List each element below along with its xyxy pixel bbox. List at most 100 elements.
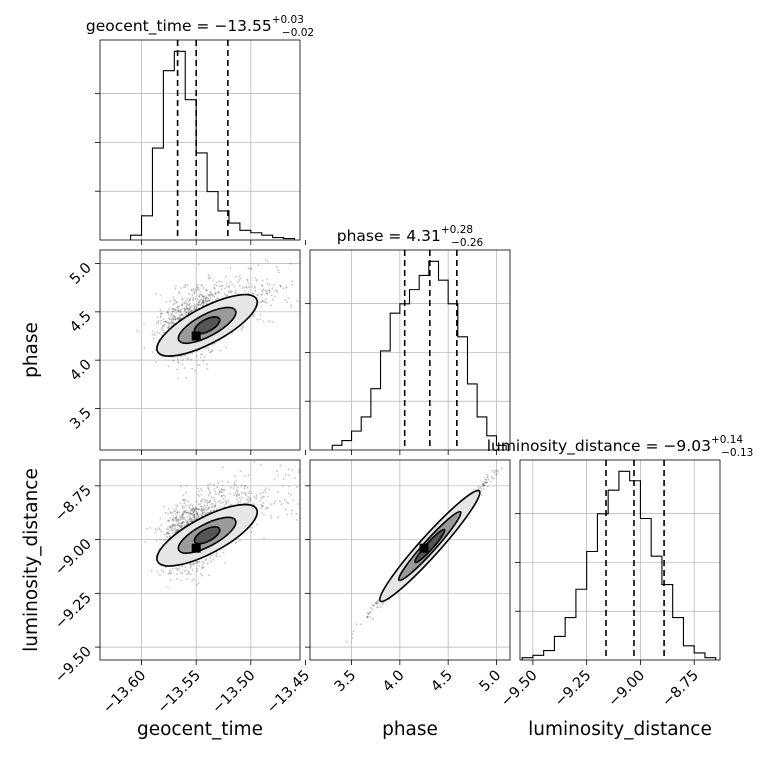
scatter-geocent_time-phase-point: [187, 357, 190, 360]
scatter-geocent_time-phase-point: [189, 305, 191, 308]
scatter-geocent_time-phase-point: [174, 318, 177, 320]
scatter-geocent_time-luminosity_distance-point: [169, 536, 171, 538]
scatter-geocent_time-phase-point: [230, 281, 232, 283]
scatter-geocent_time-phase-point: [187, 311, 190, 314]
scatter-geocent_time-luminosity_distance-point: [247, 492, 250, 495]
scatter-geocent_time-phase-point: [166, 311, 169, 314]
scatter-geocent_time-phase-point: [186, 358, 189, 361]
scatter-geocent_time-luminosity_distance-point: [249, 498, 251, 501]
xtick-label-geocent_time-1: −13.55: [155, 668, 204, 717]
scatter-geocent_time-luminosity_distance-point: [190, 565, 192, 568]
scatter-geocent_time-luminosity_distance-point: [178, 567, 181, 570]
scatter-geocent_time-phase-point: [177, 307, 180, 310]
scatter-geocent_time-phase-point: [211, 295, 214, 297]
scatter-geocent_time-phase-point: [229, 291, 232, 294]
scatter-geocent_time-luminosity_distance-point: [202, 512, 204, 514]
scatter-geocent_time-phase-point: [204, 297, 207, 300]
scatter-geocent_time-luminosity_distance-point: [193, 510, 196, 513]
scatter-geocent_time-luminosity_distance-point: [176, 518, 178, 521]
scatter-phase-luminosity_distance-point: [366, 612, 369, 614]
scatter-geocent_time-phase-point: [192, 308, 195, 311]
scatter-geocent_time-phase-point: [172, 317, 175, 319]
scatter-geocent_time-luminosity_distance-point: [162, 571, 165, 573]
scatter-geocent_time-luminosity_distance-point: [179, 502, 182, 504]
scatter-geocent_time-luminosity_distance-point: [212, 509, 215, 512]
scatter-geocent_time-luminosity_distance-point: [174, 513, 177, 515]
xtick-label-phase-2: 4.5: [428, 668, 456, 696]
scatter-geocent_time-luminosity_distance-point: [178, 525, 181, 528]
scatter-phase-luminosity_distance-point: [377, 601, 380, 604]
scatter-geocent_time-luminosity_distance-point: [167, 532, 169, 535]
ytick-label-phase-1: 4.0: [67, 357, 95, 385]
scatter-geocent_time-phase-point: [231, 283, 234, 286]
scatter-geocent_time-phase-point: [177, 360, 180, 363]
scatter-geocent_time-phase-point: [199, 356, 202, 359]
scatter-geocent_time-luminosity_distance-point: [180, 565, 183, 567]
scatter-geocent_time-luminosity_distance-point: [193, 513, 196, 516]
scatter-geocent_time-luminosity_distance-point: [213, 499, 216, 501]
scatter-phase-luminosity_distance-point: [360, 623, 362, 626]
scatter-geocent_time-luminosity_distance-point: [196, 562, 199, 565]
scatter-geocent_time-phase-point: [177, 361, 180, 364]
scatter-geocent_time-phase-point: [234, 275, 237, 278]
scatter-geocent_time-phase-point: [183, 308, 186, 310]
scatter-geocent_time-phase-point: [176, 306, 179, 309]
scatter-geocent_time-luminosity_distance-point: [189, 518, 192, 521]
scatter-geocent_time-luminosity_distance-point: [239, 501, 242, 504]
scatter-geocent_time-luminosity_distance-point: [185, 511, 188, 514]
scatter-geocent_time-luminosity_distance-point: [169, 534, 172, 537]
scatter-geocent_time-phase-point: [242, 325, 244, 327]
scatter-geocent_time-luminosity_distance-point: [214, 504, 217, 507]
scatter-geocent_time-luminosity_distance-point: [255, 496, 258, 499]
scatter-geocent_time-luminosity_distance-point: [221, 466, 224, 469]
scatter-geocent_time-phase-point: [177, 316, 180, 319]
scatter-phase-luminosity_distance-point: [369, 611, 371, 614]
scatter-phase-luminosity_distance-point: [482, 484, 485, 486]
scatter-geocent_time-luminosity_distance-point: [177, 522, 180, 525]
scatter-geocent_time-luminosity_distance-point: [171, 526, 173, 529]
scatter-geocent_time-luminosity_distance-point: [241, 496, 244, 499]
scatter-geocent_time-luminosity_distance-point: [236, 489, 239, 492]
scatter-geocent_time-phase-point: [200, 293, 203, 296]
ytick-label-luminosity_distance-3: −8.75: [52, 482, 95, 525]
scatter-geocent_time-phase-point: [208, 294, 210, 297]
scatter-geocent_time-phase-point: [174, 287, 177, 290]
hist-geocent_time-frame: [99, 39, 301, 241]
scatter-geocent_time-luminosity_distance-point: [180, 515, 182, 518]
ytick-label-luminosity_distance-2: −9.00: [52, 536, 95, 579]
scatter-geocent_time-phase-point: [270, 294, 273, 297]
scatter-geocent_time-luminosity_distance-point: [189, 520, 191, 522]
scatter-geocent_time-luminosity_distance-point: [185, 512, 188, 514]
scatter-geocent_time-phase-point: [256, 279, 259, 281]
scatter-phase-luminosity_distance-point: [483, 480, 486, 483]
scatter-geocent_time-luminosity_distance-point: [287, 468, 290, 471]
scatter-geocent_time-phase-point: [238, 275, 241, 278]
scatter-geocent_time-phase-point: [176, 301, 178, 303]
scatter-geocent_time-phase-point: [158, 332, 161, 334]
scatter-geocent_time-luminosity_distance-point: [192, 514, 195, 517]
scatter-geocent_time-luminosity_distance-point: [217, 481, 220, 484]
scatter-geocent_time-luminosity_distance-point: [199, 513, 202, 516]
scatter-geocent_time-luminosity_distance-point: [185, 569, 188, 572]
scatter-geocent_time-luminosity_distance-point: [259, 463, 262, 466]
scatter-geocent_time-luminosity_distance-point: [182, 513, 185, 516]
scatter-geocent_time-phase-point: [268, 289, 271, 292]
scatter-geocent_time-phase-point: [192, 287, 195, 290]
scatter-phase-luminosity_distance-point: [495, 470, 498, 473]
scatter-geocent_time-luminosity_distance-point: [203, 508, 206, 511]
scatter-geocent_time-luminosity_distance-point: [154, 528, 157, 530]
scatter-geocent_time-luminosity_distance-point: [199, 503, 202, 505]
scatter-geocent_time-luminosity_distance-point: [249, 499, 252, 502]
scatter-geocent_time-phase-point: [156, 316, 159, 319]
scatter-geocent_time-phase-point: [167, 321, 170, 324]
scatter-geocent_time-luminosity_distance-point: [197, 503, 200, 506]
xtick-label-geocent_time-3: −13.45: [264, 668, 313, 717]
scatter-geocent_time-luminosity_distance-point: [180, 526, 182, 528]
scatter-geocent_time-luminosity_distance-point: [244, 491, 247, 494]
scatter-geocent_time-phase-point: [228, 286, 230, 288]
scatter-geocent_time-phase-point: [252, 293, 255, 295]
scatter-geocent_time-phase-point: [202, 304, 204, 307]
scatter-geocent_time-phase-point: [188, 304, 191, 306]
ylabel-phase: phase: [21, 322, 42, 378]
